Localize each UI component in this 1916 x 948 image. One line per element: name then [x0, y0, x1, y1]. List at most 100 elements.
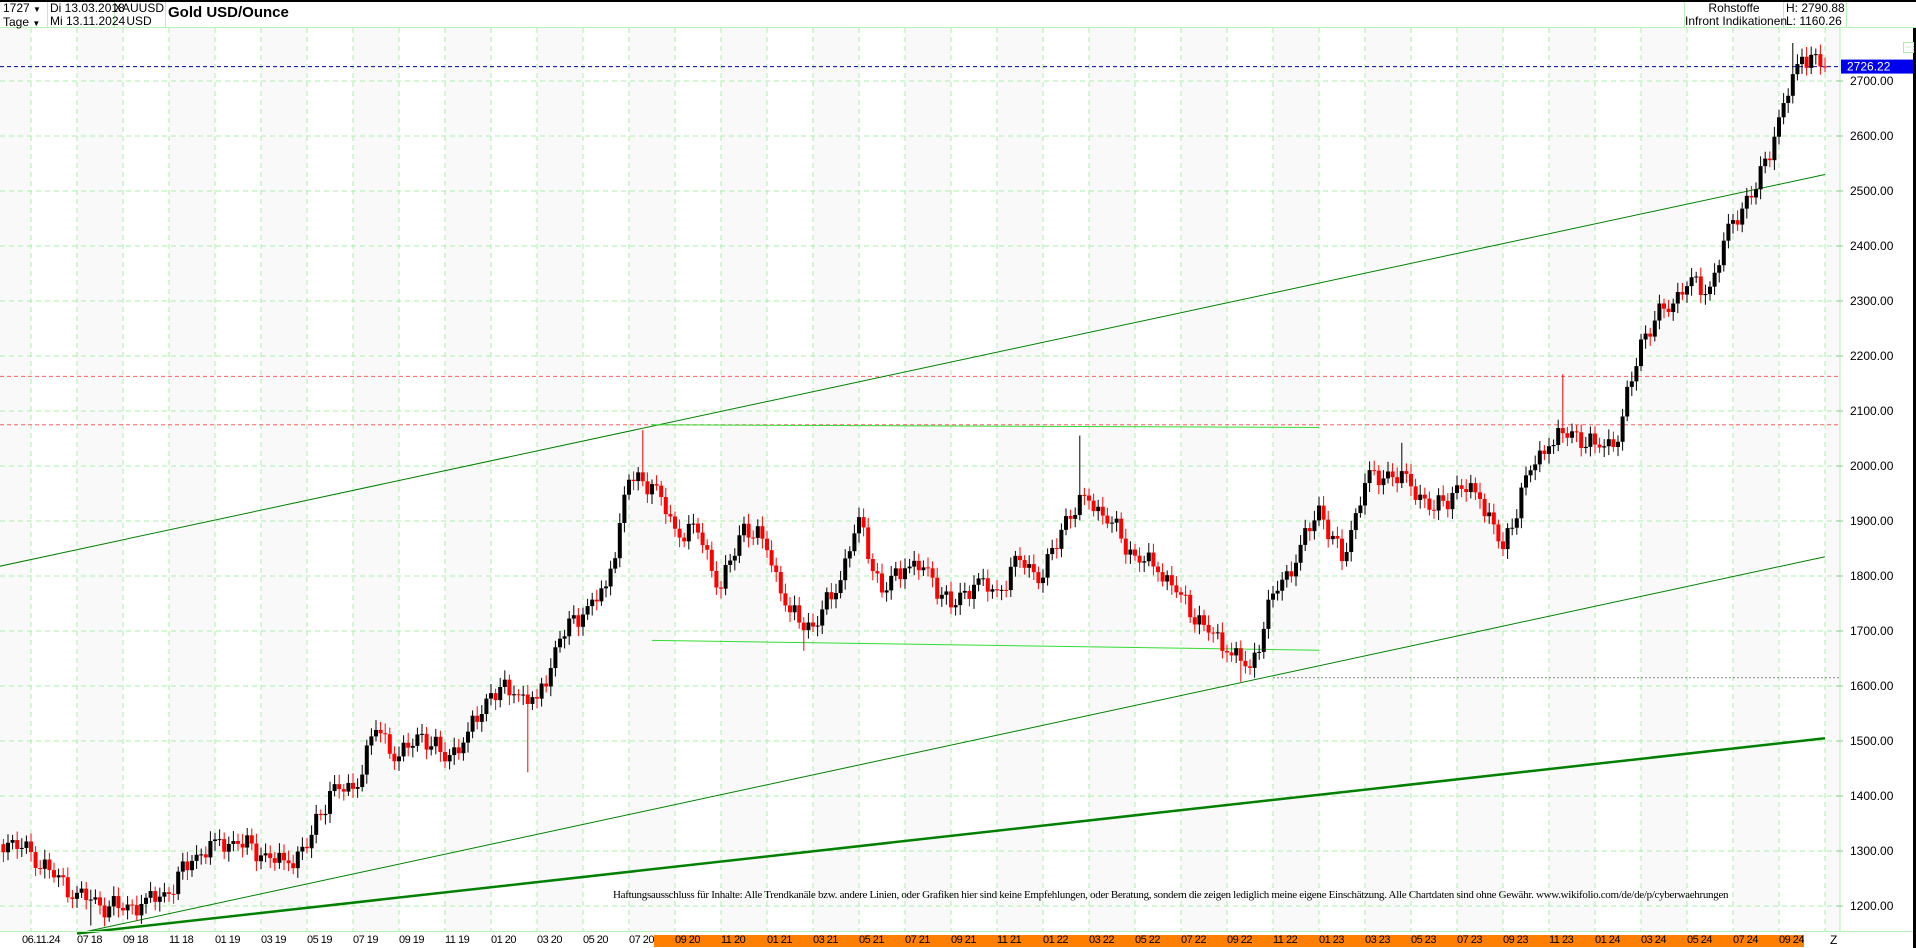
dropdown-arrow-icon[interactable]: ▼ — [33, 5, 41, 14]
candle-body — [1174, 585, 1179, 593]
candle-body — [558, 638, 562, 648]
candle-body — [1206, 624, 1211, 633]
period-selector[interactable]: 1727 ▼ Tage ▼ — [0, 1, 48, 29]
background-band — [1733, 28, 1779, 931]
candle-body — [820, 609, 825, 626]
candle-body — [1, 844, 6, 853]
candle-body — [783, 593, 788, 606]
candle-body — [102, 905, 107, 918]
x-tick-label: 05 19 — [307, 934, 333, 946]
candle-body — [1073, 515, 1078, 519]
candle-body — [663, 497, 668, 515]
candle-body — [1662, 303, 1666, 309]
candle-body — [231, 840, 236, 844]
candle-body — [1271, 593, 1275, 600]
candle-body — [843, 558, 848, 581]
candle-body — [1418, 494, 1423, 500]
candle-body — [1652, 320, 1657, 337]
period-count[interactable]: 1727 — [3, 1, 30, 15]
x-tick-label: 09 20 — [675, 934, 701, 946]
high-value: H: 2790.88 — [1786, 1, 1845, 15]
candle-body — [1004, 589, 1009, 591]
candle-body — [1565, 433, 1570, 438]
candle-body — [1551, 444, 1556, 447]
candle-body — [1054, 547, 1059, 549]
candle-body — [774, 565, 779, 573]
x-tick-label: 07 21 — [905, 934, 931, 946]
candle-body — [1220, 632, 1225, 651]
candle-body — [245, 835, 250, 848]
candle-body — [930, 568, 935, 578]
y-tick-label: 1700.00 — [1850, 624, 1894, 638]
candle-body — [507, 679, 512, 696]
collapse-icon[interactable]: − — [1903, 42, 1914, 53]
candle-body — [1183, 594, 1188, 596]
dropdown-arrow-icon[interactable]: ▼ — [32, 19, 41, 28]
candle-body — [1804, 56, 1809, 68]
background-band — [261, 28, 307, 931]
x-tick-label: 11 18 — [169, 934, 194, 946]
highlight-band — [654, 935, 1804, 947]
candle-body — [792, 605, 797, 613]
candle-body — [47, 859, 52, 871]
candle-body — [958, 592, 963, 606]
candle-body — [544, 683, 549, 687]
symbol-cell: XAUUSD USD — [113, 2, 166, 28]
x-tick-label: 11 21 — [997, 934, 1022, 946]
candle-body — [259, 855, 263, 862]
candle-body — [562, 636, 567, 639]
candle-body — [769, 550, 774, 566]
candle-body — [898, 568, 903, 580]
candle-body — [691, 523, 696, 525]
candle-body — [162, 892, 167, 897]
background-band — [905, 28, 951, 931]
candle-body — [1091, 500, 1096, 512]
candle-body — [627, 479, 631, 495]
candle-body — [1114, 518, 1119, 523]
x-tick-label: 05 21 — [859, 934, 885, 946]
candle-body — [709, 549, 714, 571]
candle-body — [673, 516, 677, 529]
candle-body — [254, 843, 259, 862]
background-band — [721, 28, 767, 931]
candle-body — [553, 647, 558, 669]
horizontal-lines — [0, 66, 1840, 679]
candle-body — [811, 622, 815, 627]
candle-body — [479, 714, 484, 722]
candle-body — [61, 875, 66, 878]
y-tick-label: 2500.00 — [1850, 184, 1894, 198]
candle-body — [1777, 117, 1781, 137]
candle-body — [107, 906, 112, 918]
candle-body — [1597, 444, 1602, 448]
candle-body — [199, 854, 204, 856]
candle-body — [406, 742, 411, 748]
candle-body — [866, 527, 871, 560]
candle-body — [180, 861, 185, 872]
candle-body — [240, 843, 245, 848]
background-band — [1641, 28, 1687, 931]
candle-body — [1105, 515, 1110, 524]
candle-body — [1211, 632, 1216, 634]
candle-body — [778, 572, 783, 594]
period-unit[interactable]: Tage — [3, 15, 30, 29]
candle-body — [268, 853, 273, 859]
candle-body — [1675, 292, 1680, 304]
candle-body — [714, 570, 719, 588]
x-tick-label: 01 21 — [767, 934, 793, 946]
candle-body — [10, 840, 15, 843]
x-tick-label: 07 22 — [1181, 934, 1207, 946]
candle-body — [972, 584, 976, 599]
candle-body — [912, 560, 917, 567]
candle-body — [1165, 575, 1170, 582]
zoom-z-button[interactable]: Z — [1830, 933, 1838, 947]
candle-body — [79, 888, 84, 893]
candle-body — [1179, 592, 1183, 595]
background-band — [353, 28, 399, 931]
y-tick-label: 2700.00 — [1850, 74, 1894, 88]
symbol: XAUUSD — [113, 1, 164, 15]
candle-body — [981, 578, 986, 580]
x-tick-label: 01 22 — [1043, 934, 1069, 946]
candle-body — [1524, 475, 1528, 488]
candle-body — [116, 896, 121, 908]
candle-body — [976, 578, 981, 585]
